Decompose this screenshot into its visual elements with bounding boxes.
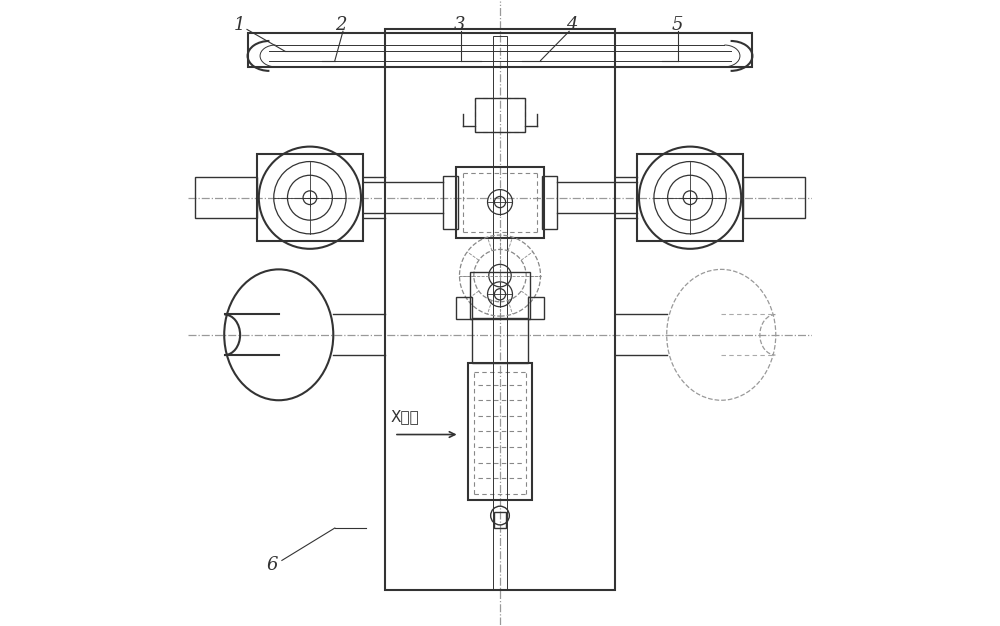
Bar — [468, 363, 532, 500]
Bar — [385, 29, 615, 590]
Bar — [470, 272, 530, 319]
Bar — [456, 297, 472, 319]
Text: 4: 4 — [566, 16, 577, 34]
Bar — [475, 98, 525, 132]
Bar — [542, 176, 557, 229]
Bar — [456, 167, 544, 239]
Bar — [637, 154, 743, 242]
Bar — [494, 513, 506, 528]
Bar — [528, 297, 544, 319]
Bar — [443, 176, 458, 229]
Text: X方向: X方向 — [391, 409, 420, 424]
Text: 3: 3 — [454, 16, 465, 34]
Bar — [248, 33, 752, 67]
Bar — [743, 177, 805, 218]
Bar — [257, 154, 363, 242]
Bar — [195, 177, 257, 218]
Text: 6: 6 — [267, 557, 278, 575]
Text: 2: 2 — [335, 16, 347, 34]
Bar — [472, 318, 528, 363]
Text: 1: 1 — [234, 16, 245, 34]
Text: 5: 5 — [672, 16, 683, 34]
Bar — [493, 36, 507, 590]
